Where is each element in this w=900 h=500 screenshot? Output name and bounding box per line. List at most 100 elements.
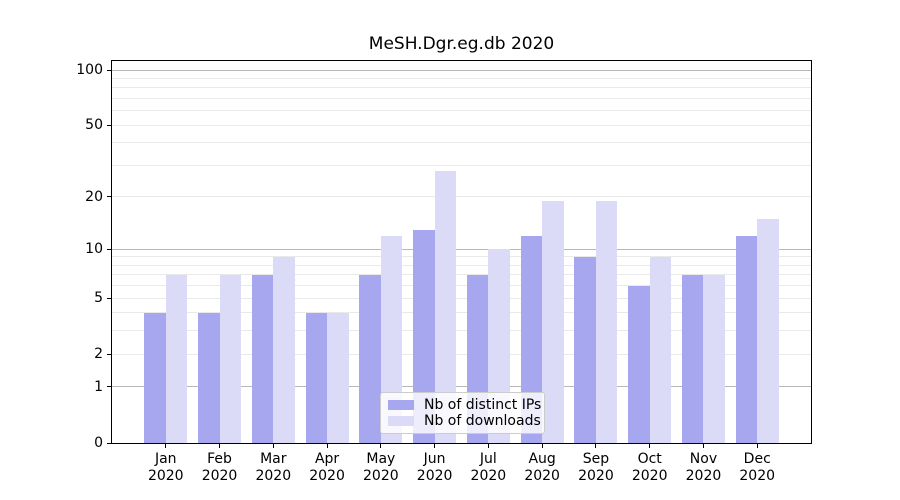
bar-distinct-ips-may [359,274,381,443]
x-tick-month: Nov [689,451,718,467]
x-tick-year: 2020 [201,468,238,484]
x-tick-month: Feb [207,451,232,467]
x-tick-sep [595,444,597,448]
bar-distinct-ips-mar [251,274,274,443]
gridline-minor-90 [112,77,811,79]
x-tick-label-aug: Aug 2020 [510,451,574,485]
bar-downloads-mar [273,256,295,443]
legend-item-distinct-ips: Nb of distinct IPs [388,397,541,413]
x-tick-year: 2020 [363,468,399,484]
x-tick-label-jun: Jun 2020 [403,451,467,485]
y-tick-2 [107,353,111,355]
x-tick-nov [702,444,704,448]
x-tick-year: 2020 [631,468,668,484]
gridline-minor-80 [112,87,811,89]
bar-downloads-oct [649,256,672,443]
bar-distinct-ips-nov [681,274,704,443]
gridline-major-100 [112,69,811,71]
y-tick-100 [107,69,111,71]
x-tick-label-mar: Mar 2020 [241,451,305,485]
x-tick-label-may: May 2020 [349,451,413,485]
x-tick-month: Sep [582,451,610,467]
x-tick-year: 2020 [470,468,507,484]
gridline-minor-4 [112,312,811,314]
x-tick-apr [326,444,328,448]
x-tick-month: Jan [154,451,177,467]
legend-swatch-downloads [388,416,414,426]
bar-downloads-sep [595,200,618,443]
y-tick-50 [107,124,111,126]
x-tick-label-jan: Jan 2020 [134,451,198,485]
y-tick-label-2: 2 [94,346,103,363]
legend-swatch-distinct-ips [388,400,414,410]
x-tick-year: 2020 [524,468,560,484]
y-tick-label-10: 10 [85,241,103,258]
bar-distinct-ips-aug [520,235,543,443]
x-tick-year: 2020 [255,468,292,484]
x-tick-year: 2020 [416,468,453,484]
gridline-minor-70 [112,97,811,99]
x-tick-label-dec: Dec 2020 [725,451,789,485]
legend-item-downloads: Nb of downloads [388,413,541,429]
x-tick-month: May [366,451,396,467]
x-tick-oct [649,444,651,448]
x-tick-label-oct: Oct 2020 [618,451,682,485]
bar-downloads-jan [165,274,188,443]
chart-title: MeSH.Dgr.eg.db 2020 [368,34,555,54]
gridline-minor-6 [112,285,811,287]
x-tick-label-jul: Jul 2020 [456,451,520,485]
bar-downloads-feb [219,274,242,443]
x-tick-may [380,444,382,448]
legend-label-distinct-ips: Nb of distinct IPs [424,397,542,413]
legend-label-downloads: Nb of downloads [424,413,541,429]
gridline-minor-9 [112,256,811,258]
x-tick-month: Jun [423,451,446,467]
gridline-minor-5 [112,297,811,299]
plot-area [111,60,812,444]
y-tick-label-20: 20 [85,188,103,205]
x-tick-dec [756,444,758,448]
x-tick-label-feb: Feb 2020 [188,451,252,485]
y-tick-label-1: 1 [94,378,103,395]
x-tick-year: 2020 [147,468,184,484]
x-tick-year: 2020 [739,468,776,484]
gridline-minor-40 [112,142,811,144]
x-tick-year: 2020 [578,468,614,484]
x-tick-month: Dec [743,451,771,467]
gridline-minor-20 [112,196,811,198]
y-tick-label-0: 0 [94,435,103,451]
x-tick-month: Aug [528,451,556,467]
x-tick-mar [272,444,274,448]
gridline-minor-30 [112,164,811,166]
gridline-minor-8 [112,264,811,266]
bar-distinct-ips-jun [413,229,435,443]
bar-downloads-apr [327,312,349,443]
bar-downloads-aug [542,200,564,443]
x-tick-feb [219,444,221,448]
gridline-major-1 [112,386,811,388]
gridline-minor-50 [112,124,811,126]
bar-downloads-jun [434,170,457,443]
bar-distinct-ips-dec [735,235,758,443]
y-tick-label-5: 5 [94,290,103,307]
x-tick-month: Apr [314,451,340,467]
x-tick-month: Oct [637,451,662,467]
x-tick-year: 2020 [685,468,722,484]
x-tick-month: Mar [260,451,287,467]
x-tick-jul [487,444,489,448]
x-tick-label-sep: Sep 2020 [564,451,628,485]
gridline-minor-7 [112,274,811,276]
y-tick-20 [107,196,111,198]
x-tick-month: Jul [479,451,497,467]
legend: Nb of distinct IPs Nb of downloads [380,392,545,434]
gridline-minor-60 [112,110,811,112]
gridline-major-10 [112,248,811,250]
gridline-minor-3 [112,330,811,332]
x-tick-year: 2020 [309,468,345,484]
bar-distinct-ips-oct [628,285,650,443]
y-tick-label-100: 100 [76,62,103,78]
x-tick-aug [541,444,543,448]
x-tick-jan [165,444,167,448]
bar-distinct-ips-jan [144,312,166,443]
